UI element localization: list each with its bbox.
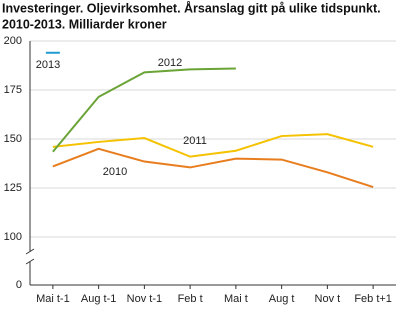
x-tick-label: Feb t (178, 293, 203, 305)
x-tick-label: Nov t (315, 293, 341, 305)
x-tick-label: Mai t (224, 293, 248, 305)
series-label: 2012 (158, 57, 182, 69)
x-tick-label: Aug t-1 (81, 293, 116, 305)
x-tick-label: Mai t-1 (36, 293, 70, 305)
x-tick-label: Aug t (269, 293, 295, 305)
x-tick-label: Feb t+1 (354, 293, 392, 305)
line-series (52, 133, 374, 158)
series-label: 2013 (36, 59, 60, 71)
y-tick-label: 200 (4, 35, 22, 47)
series-label: 2010 (103, 166, 127, 178)
y-tick-label: 150 (4, 133, 22, 145)
y-tick-label: 100 (4, 231, 22, 243)
line-series (52, 67, 236, 153)
line-series (52, 147, 374, 188)
axis-break (25, 258, 35, 265)
axis-break (25, 248, 35, 255)
series-label: 2011 (183, 135, 207, 147)
x-tick-label: Nov t-1 (127, 293, 162, 305)
y-tick-label: 125 (4, 182, 22, 194)
chart-title: 2010-2013. Milliarder kroner (2, 17, 167, 31)
y-tick-label: 0 (16, 279, 22, 291)
chart-title: Investeringer. Oljevirksomhet. Årsanslag… (2, 0, 381, 15)
y-tick-label: 175 (4, 84, 22, 96)
